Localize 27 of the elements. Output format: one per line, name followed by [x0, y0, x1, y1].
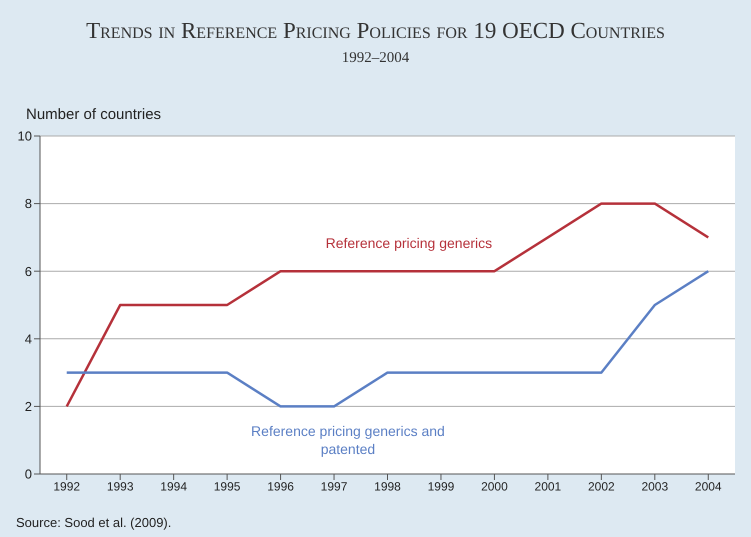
x-tick-label: 2003	[641, 480, 668, 494]
x-tick-label: 1992	[53, 480, 80, 494]
text: Reference pricing generics and patented	[250, 422, 446, 458]
x-tick-label: 1994	[160, 480, 188, 494]
x-tick-label: 2004	[694, 480, 722, 494]
x-tick-label: 2002	[588, 480, 616, 494]
y-tick-label: 4	[24, 331, 32, 346]
x-tick-label: 2000	[481, 480, 508, 494]
chart-subtitle: 1992–2004	[340, 50, 410, 67]
y-tick-label: 10	[18, 128, 32, 144]
y-tick-label: 2	[24, 399, 32, 414]
series-label: Reference pricing generics	[324, 234, 494, 252]
line-series	[65, 202, 710, 408]
x-tick-label: 1999	[428, 480, 455, 494]
chart-title: Trends in Reference Pricing Policies for 19 OECD Countries	[85, 18, 666, 44]
x-tick-label: 1995	[214, 480, 241, 494]
y-tick-label: 8	[24, 196, 32, 212]
y-axis-title: Number of countries	[26, 106, 162, 123]
x-tick-label: 2001	[534, 480, 562, 494]
source-note: Source: Sood et al. (2009).	[16, 515, 172, 530]
x-tick-label: 1993	[106, 480, 134, 494]
y-tick-label: 6	[24, 264, 32, 279]
line-series	[65, 270, 710, 408]
y-tick-label: 0	[24, 466, 32, 482]
x-tick-label: 1998	[374, 480, 402, 494]
x-tick-label: 1996	[267, 480, 294, 494]
x-tick-label: 1997	[320, 480, 348, 494]
